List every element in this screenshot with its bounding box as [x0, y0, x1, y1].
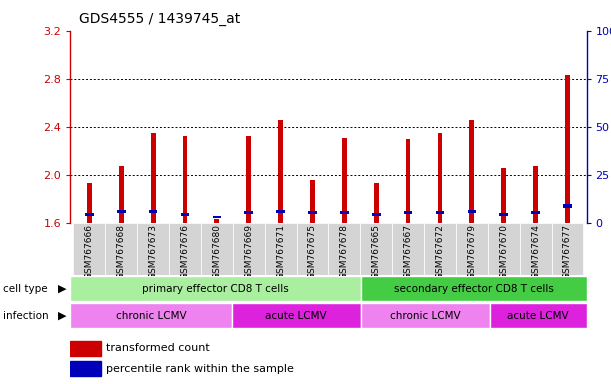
Bar [183, 136, 188, 223]
Bar [329, 223, 360, 275]
Bar [233, 223, 265, 275]
Bar [70, 361, 101, 376]
Bar [149, 210, 158, 213]
Text: GSM767680: GSM767680 [213, 224, 221, 279]
Bar [404, 211, 412, 214]
Bar [117, 210, 125, 213]
Bar [308, 211, 316, 214]
Bar [105, 223, 137, 275]
Text: GSM767671: GSM767671 [276, 224, 285, 279]
Text: GSM767675: GSM767675 [308, 224, 317, 279]
Bar [436, 211, 444, 214]
Text: acute LCMV: acute LCMV [507, 311, 569, 321]
Text: GSM767670: GSM767670 [499, 224, 508, 279]
Bar [169, 223, 201, 275]
Text: ▶: ▶ [58, 311, 67, 321]
Bar [501, 167, 506, 223]
Text: infection: infection [3, 311, 49, 321]
Text: GSM767672: GSM767672 [436, 224, 444, 279]
Bar [406, 139, 411, 223]
Bar [372, 213, 381, 215]
Text: GSM767677: GSM767677 [563, 224, 572, 279]
Bar [70, 303, 232, 328]
Text: GSM767665: GSM767665 [371, 224, 381, 279]
Bar [310, 180, 315, 223]
Bar [214, 219, 219, 223]
Text: primary effector CD8 T cells: primary effector CD8 T cells [142, 284, 289, 294]
Bar [499, 213, 508, 215]
Text: transformed count: transformed count [106, 343, 210, 354]
Text: ▶: ▶ [58, 284, 67, 294]
Bar [278, 119, 283, 223]
Text: GSM767678: GSM767678 [340, 224, 349, 279]
Bar [563, 204, 572, 208]
Bar [552, 223, 584, 275]
Bar [533, 166, 538, 223]
Bar [360, 303, 490, 328]
Bar [137, 223, 169, 275]
Bar [265, 223, 296, 275]
Bar [213, 215, 221, 218]
Bar [519, 223, 552, 275]
Bar [532, 211, 540, 214]
Text: GSM767676: GSM767676 [180, 224, 189, 279]
Bar [244, 211, 253, 214]
Text: GSM767679: GSM767679 [467, 224, 477, 279]
Bar [467, 210, 476, 213]
Bar [119, 166, 123, 223]
Bar [342, 137, 346, 223]
Text: GSM767667: GSM767667 [404, 224, 412, 279]
Text: GDS4555 / 1439745_at: GDS4555 / 1439745_at [79, 12, 241, 25]
Text: GSM767673: GSM767673 [148, 224, 158, 279]
Text: chronic LCMV: chronic LCMV [115, 311, 186, 321]
Text: percentile rank within the sample: percentile rank within the sample [106, 364, 295, 374]
Text: GSM767666: GSM767666 [85, 224, 94, 279]
Bar [360, 276, 587, 301]
Text: GSM767669: GSM767669 [244, 224, 253, 279]
Bar [87, 183, 92, 223]
Bar [246, 136, 251, 223]
Text: secondary effector CD8 T cells: secondary effector CD8 T cells [393, 284, 554, 294]
Bar [488, 223, 519, 275]
Bar [456, 223, 488, 275]
Text: GSM767674: GSM767674 [531, 224, 540, 279]
Text: cell type: cell type [3, 284, 48, 294]
Bar [437, 133, 442, 223]
Bar [73, 223, 105, 275]
Text: chronic LCMV: chronic LCMV [390, 311, 461, 321]
Bar [340, 211, 349, 214]
Bar [296, 223, 329, 275]
Bar [490, 303, 587, 328]
Bar [276, 210, 285, 213]
Bar [469, 119, 474, 223]
Bar [232, 303, 360, 328]
Bar [374, 183, 379, 223]
Bar [201, 223, 233, 275]
Bar [85, 212, 93, 215]
Text: GSM767668: GSM767668 [117, 224, 126, 279]
Bar [151, 133, 156, 223]
Bar [70, 276, 360, 301]
Bar [392, 223, 424, 275]
Bar [70, 341, 101, 356]
Bar [181, 212, 189, 215]
Bar [565, 75, 570, 223]
Text: acute LCMV: acute LCMV [265, 311, 327, 321]
Bar [424, 223, 456, 275]
Bar [360, 223, 392, 275]
